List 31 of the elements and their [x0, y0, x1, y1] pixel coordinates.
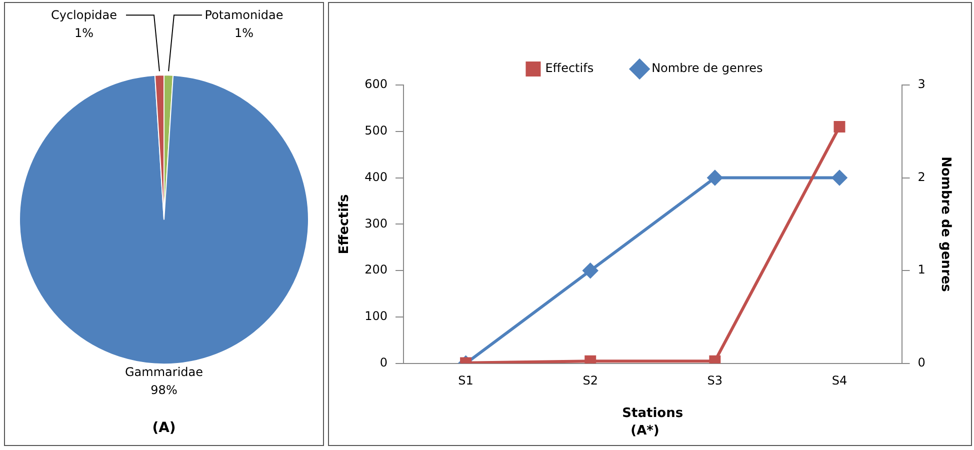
x-axis-title: Stations [622, 406, 684, 421]
y2-axis-title: Nombre de genres [938, 156, 953, 292]
y2-tick-label: 0 [918, 356, 926, 370]
slice-label: Cyclopidae [50, 8, 118, 22]
y2-tick-label: 2 [918, 170, 926, 184]
legend-label: Effectifs [545, 61, 594, 76]
x-tick-label: S2 [582, 374, 598, 388]
y-tick-label: 600 [364, 77, 388, 92]
point [709, 355, 721, 364]
text: (A) [152, 420, 176, 436]
data-label: 1% [234, 26, 254, 40]
x-tick-label: S4 [832, 374, 848, 388]
x-tick-label: S3 [707, 374, 723, 388]
y2-tick-label: 3 [918, 77, 926, 92]
point [584, 355, 596, 364]
slice-label: Gammaridae [124, 365, 204, 380]
y-tick-label: 500 [364, 124, 388, 138]
data-label: 1% [74, 26, 94, 40]
slice-label: Potamonidae [204, 8, 284, 22]
y-tick-label: 300 [364, 216, 388, 230]
legend-label: Nombre de genres [652, 61, 763, 76]
y-tick-label: 400 [364, 170, 388, 184]
y-axis-title: Effectifs [337, 194, 352, 254]
data-label: 98% [150, 383, 178, 398]
y-tick-label: 200 [364, 262, 388, 277]
x-tick-label: S1 [458, 374, 474, 388]
y-tick-label: 100 [364, 309, 388, 324]
y-tick-label: 0 [380, 356, 388, 370]
point [834, 121, 846, 133]
y2-tick-label: 1 [918, 262, 926, 277]
text: (A*) [630, 424, 660, 439]
